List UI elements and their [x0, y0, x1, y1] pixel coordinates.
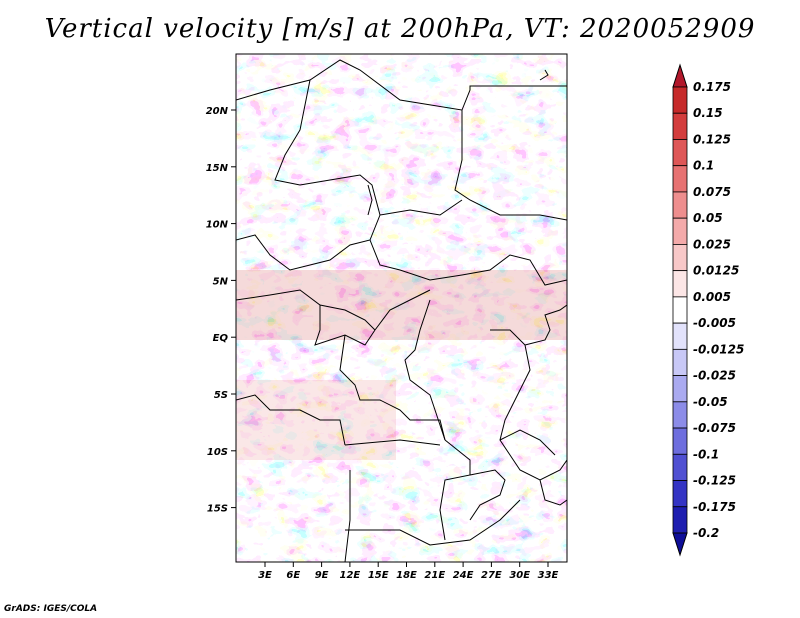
colorbar-segment [672, 112, 688, 140]
vertical-velocity-field [236, 54, 567, 562]
colorbar-bottom-arrow [672, 532, 688, 557]
lat-tick-label: 5N [213, 276, 229, 287]
lon-tick-label: 30E [509, 570, 530, 581]
colorbar-label: -0.1 [693, 447, 719, 461]
lon-tick-label: 6E [286, 570, 300, 581]
colorbar-label: 0.175 [693, 80, 731, 94]
colorbar-segment [672, 139, 688, 167]
lat-tick-label: 10S [207, 447, 228, 458]
lon-tick-label: 12E [340, 570, 361, 581]
lat-tick-label: 15N [206, 163, 229, 174]
colorbar-segment [672, 165, 688, 193]
colorbar-label: 0.005 [693, 290, 731, 304]
lat-tick-label: 10N [206, 220, 229, 231]
colorbar-segment [672, 244, 688, 272]
colorbar-label: -0.075 [693, 421, 736, 435]
colorbar-segment [672, 453, 688, 481]
longitude-axis: 3E 6E 9E 12E 15E 18E 21E 24E 27E 30E 33E [258, 562, 559, 581]
colorbar-label: -0.025 [693, 369, 736, 383]
colorbar-segment [672, 506, 688, 534]
chart-title: Vertical velocity [m/s] at 200hPa, VT: 2… [44, 14, 756, 44]
colorbar-label: -0.125 [693, 474, 736, 488]
colorbar-segment [672, 296, 688, 324]
lat-tick-label: EQ [213, 333, 229, 344]
colorbar-label: 0.0125 [693, 264, 739, 278]
lon-tick-label: 33E [538, 570, 559, 581]
lon-tick-label: 27E [481, 570, 502, 581]
colorbar-segment [672, 480, 688, 508]
lat-tick-label: 5S [214, 390, 228, 401]
lon-tick-label: 24E [453, 570, 474, 581]
colorbar-label: -0.005 [693, 316, 736, 330]
colorbar-top-arrow [672, 63, 688, 88]
lon-tick-label: 18E [396, 570, 417, 581]
colorbar-label: 0.025 [693, 237, 731, 251]
colorbar-segment [672, 270, 688, 298]
colorbar-label: 0.1 [693, 159, 714, 173]
lat-tick-label: 20N [206, 106, 229, 117]
lon-tick-label: 3E [258, 570, 272, 581]
lon-tick-label: 15E [368, 570, 389, 581]
colorbar-label: 0.15 [693, 106, 723, 120]
colorbar-segment [672, 191, 688, 219]
colorbar-segment [672, 86, 688, 114]
lon-tick-label: 21E [424, 570, 445, 581]
colorbar-label: -0.2 [693, 526, 719, 540]
colorbar-segment [672, 348, 688, 376]
colorbar: 0.175 0.15 0.125 0.1 0.075 0.05 0.025 0.0125 0.0… [672, 63, 744, 557]
colorbar-label: 0.05 [693, 211, 723, 225]
country-borders [236, 59, 567, 562]
map-frame [235, 53, 568, 563]
colorbar-segment [672, 217, 688, 245]
colorbar-label: 0.075 [693, 185, 731, 199]
colorbar-label: -0.175 [693, 500, 736, 514]
grads-credit: GrADS: IGES/COLA [4, 604, 98, 614]
colorbar-segment [672, 427, 688, 455]
colorbar-segment [672, 375, 688, 403]
lon-tick-label: 9E [315, 570, 329, 581]
colorbar-segment [672, 401, 688, 429]
colorbar-segment [672, 322, 688, 350]
colorbar-label: -0.05 [693, 395, 728, 409]
colorbar-label: -0.0125 [693, 342, 744, 356]
colorbar-label: 0.125 [693, 132, 731, 146]
lat-tick-label: 15S [207, 504, 228, 515]
latitude-axis: 20N 15N 10N 5N EQ 5S 10S 15S [206, 106, 236, 515]
